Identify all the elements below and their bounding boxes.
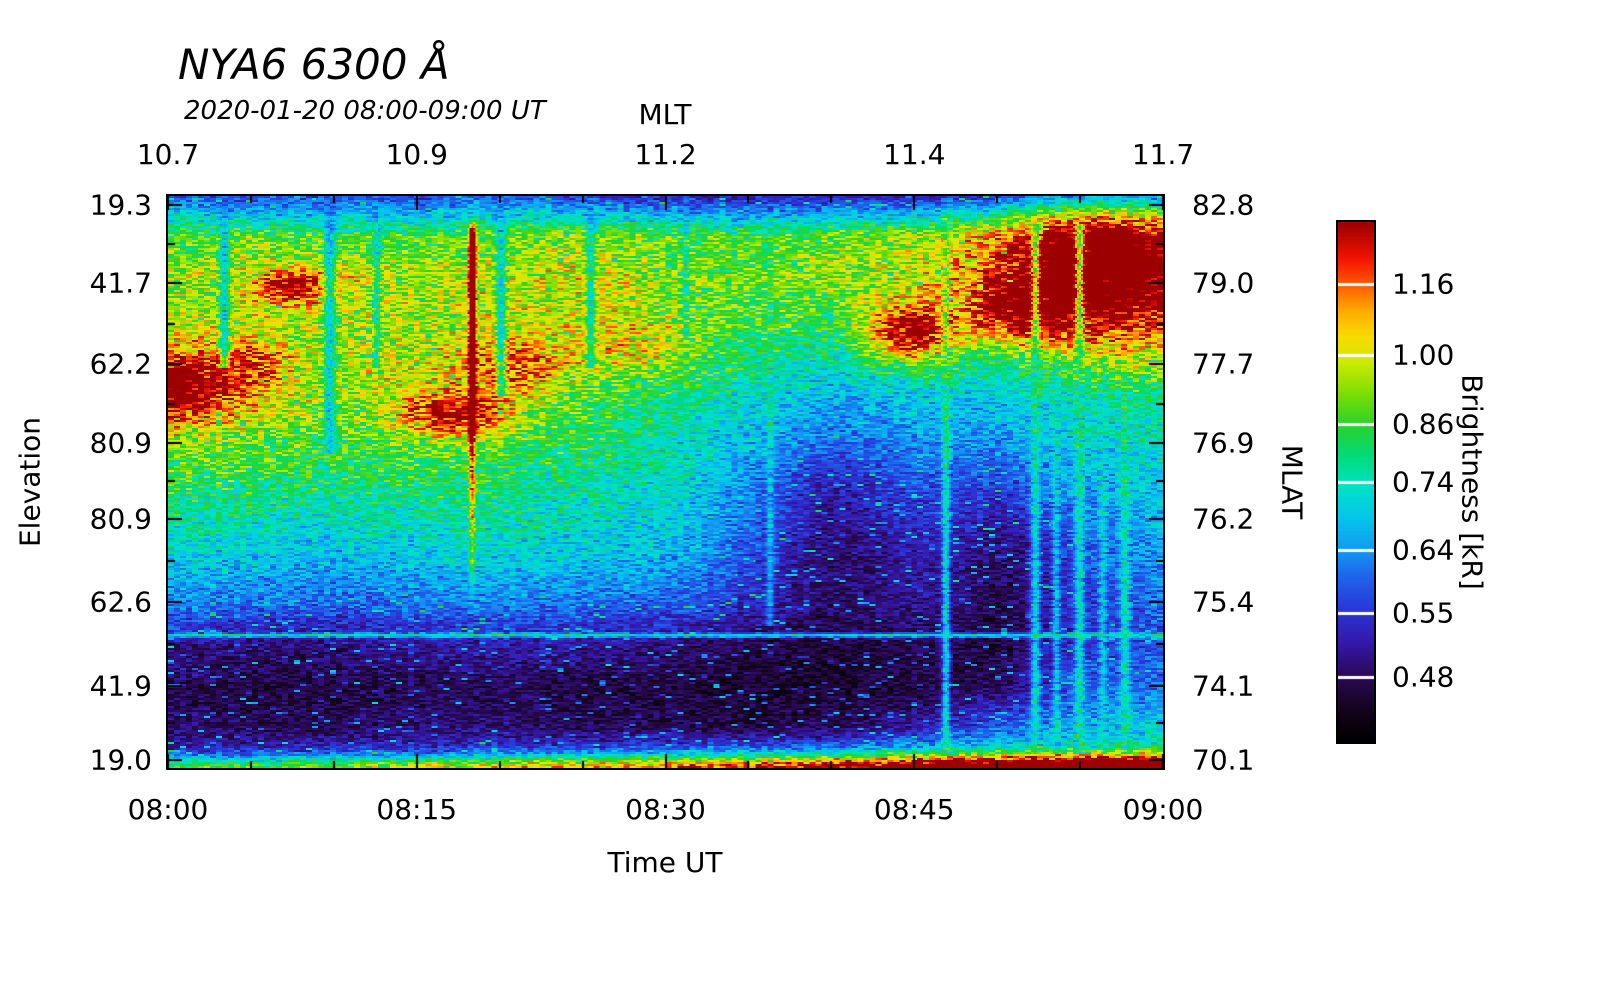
colorbar-tick-label: 0.86 [1392, 407, 1455, 441]
mlat-tick-label: 75.4 [1192, 585, 1255, 619]
elevation-tick-label: 19.3 [89, 188, 152, 222]
bottom-axis-title: Time UT [607, 846, 723, 879]
colorbar-tick-label: 1.00 [1392, 338, 1455, 372]
colorbar-tick-label: 1.16 [1392, 267, 1455, 301]
elevation-tick-label: 41.9 [89, 669, 152, 703]
top-axis-title: MLT [638, 98, 692, 131]
mlat-tick-label: 76.2 [1192, 502, 1255, 536]
axis-ticks-canvas [168, 196, 1163, 768]
time-tick-label: 09:00 [1122, 793, 1204, 826]
elevation-tick-label: 62.2 [89, 347, 152, 381]
right-axis-title: MLAT [1275, 444, 1309, 520]
time-tick-label: 08:15 [376, 793, 458, 826]
elevation-tick-label: 19.0 [89, 743, 152, 777]
colorbar-tick-label: 0.74 [1392, 465, 1455, 499]
colorbar-canvas [1338, 222, 1374, 742]
plot-area [166, 194, 1165, 770]
time-tick-label: 08:45 [873, 793, 955, 826]
mlt-tick-label: 11.7 [1131, 138, 1195, 171]
colorbar-tick-label: 0.64 [1392, 533, 1455, 567]
mlat-tick-label: 79.0 [1192, 266, 1255, 300]
mlat-tick-label: 76.9 [1192, 426, 1255, 460]
elevation-tick-label: 80.9 [89, 502, 152, 536]
elevation-tick-label: 41.7 [89, 266, 152, 300]
chart-title: NYA6 6300 Å [178, 40, 450, 89]
colorbar-tick-label: 0.55 [1392, 596, 1455, 630]
mlat-tick-label: 77.7 [1192, 347, 1255, 381]
elevation-tick-label: 62.6 [89, 585, 152, 619]
mlt-tick-label: 11.4 [883, 138, 946, 171]
colorbar [1336, 220, 1376, 744]
colorbar-tick-label: 0.48 [1392, 660, 1455, 694]
colorbar-title: Brightness [kR] [1455, 374, 1489, 590]
time-tick-label: 08:30 [625, 793, 706, 826]
mlt-tick-label: 11.2 [634, 138, 697, 171]
time-tick-label: 08:00 [127, 793, 209, 826]
mlt-tick-label: 10.9 [385, 138, 448, 171]
mlat-tick-label: 74.1 [1192, 669, 1255, 703]
mlat-tick-label: 82.8 [1192, 188, 1255, 222]
chart-subtitle: 2020-01-20 08:00-09:00 UT [184, 96, 546, 126]
elevation-tick-label: 80.9 [89, 426, 152, 460]
mlat-tick-label: 70.1 [1192, 743, 1255, 777]
mlt-tick-label: 10.7 [136, 138, 200, 171]
